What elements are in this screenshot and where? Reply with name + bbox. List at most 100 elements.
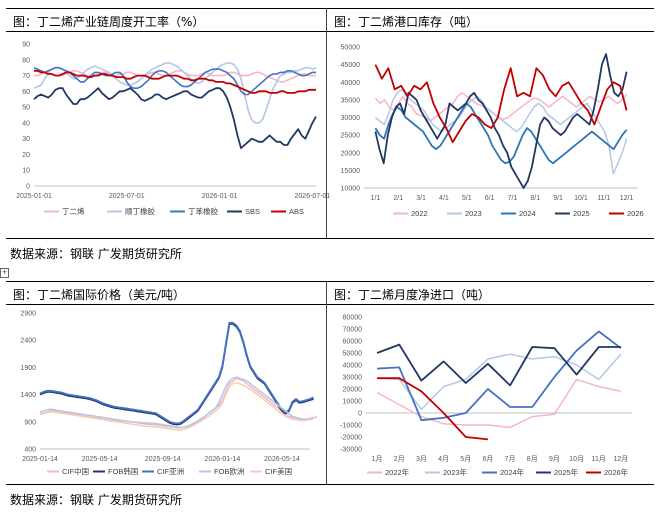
legend-label: FOB韩国	[108, 466, 138, 476]
series-line-2024	[374, 102, 628, 165]
x-tick-label: 3/1	[416, 195, 426, 202]
series-line-sbs	[33, 87, 317, 150]
chart-legend: 丁二烯 顺丁橡胶 丁苯橡胶 SBS ABS	[44, 206, 304, 216]
x-tick-label: 2026-05-14	[264, 456, 300, 463]
y-tick-label: 10000	[343, 399, 363, 406]
y-tick-label: 50000	[341, 45, 361, 52]
row1-bottom	[6, 238, 654, 239]
x-tick-label: 7月	[505, 455, 516, 463]
chart-title-port-inventory: 图：丁二烯港口库存（吨）	[334, 15, 479, 29]
x-tick-label: 4/1	[439, 195, 449, 202]
data-source-note-bottom: 数据来源：钢联 广发期货研究所	[10, 493, 182, 507]
y-tick-label: 80	[22, 57, 30, 64]
x-tick-label: 2025-07-01	[109, 193, 145, 200]
series-line-2023	[377, 353, 622, 411]
x-tick-label: 12/1	[620, 195, 634, 202]
y-tick-label: 35000	[341, 97, 361, 104]
y-tick-label: 25000	[341, 133, 361, 140]
y-tick-label: 15000	[341, 168, 361, 175]
y-tick-label: 80000	[343, 315, 363, 322]
x-tick-label: 3月	[416, 455, 427, 463]
legend-label: 丁苯橡胶	[188, 206, 218, 216]
row2-top	[6, 281, 654, 282]
x-tick-label: 9/1	[553, 195, 563, 202]
y-tick-label: -30000	[340, 447, 362, 454]
legend-label: 丁二烯	[62, 206, 85, 216]
data-source-note-top: 数据来源：钢联 广发期货研究所	[10, 247, 182, 261]
row2-bottom	[6, 484, 654, 485]
x-tick-label: 2026-01-01	[202, 193, 238, 200]
chart-title-utilization: 图：丁二烯产业链周度开工率（%）	[13, 15, 205, 29]
series-line-cif	[39, 381, 314, 431]
y-tick-label: 2400	[20, 338, 36, 345]
y-tick-label: 40	[22, 120, 30, 127]
x-tick-label: 11月	[592, 455, 606, 463]
series-line-abs	[34, 69, 316, 94]
series-line-2024	[377, 330, 622, 422]
top-border	[6, 8, 654, 9]
y-tick-label: 90	[22, 42, 30, 49]
y-tick-label: 20000	[341, 150, 361, 157]
legend-label: CIF中国	[62, 466, 89, 476]
y-tick-label: 0	[358, 411, 362, 418]
legend-label: 2026年	[604, 467, 629, 477]
series-line-2026	[374, 64, 628, 144]
series-line-fob	[39, 376, 314, 429]
y-tick-label: 70	[22, 73, 30, 80]
x-tick-label: 5/1	[462, 195, 472, 202]
y-tick-label: 10000	[341, 186, 361, 193]
chart-title-net-import: 图：丁二烯月度净进口（吨）	[334, 288, 491, 302]
y-tick-label: 400	[24, 447, 36, 454]
x-tick-label: 4月	[438, 455, 449, 463]
x-tick-label: 12月	[614, 455, 629, 463]
y-tick-label: 60000	[343, 339, 363, 346]
column-divider-top	[326, 8, 327, 238]
y-tick-label: 40000	[343, 363, 363, 370]
x-tick-label: 2025-01-01	[16, 193, 52, 200]
y-tick-label: 45000	[341, 62, 361, 69]
series-line-2025	[376, 343, 621, 387]
series-line-cif	[39, 321, 314, 425]
legend-label: 2025年	[554, 467, 579, 477]
x-tick-label: 6月	[482, 455, 493, 463]
series-line-2025	[374, 53, 628, 189]
y-tick-label: 50000	[343, 351, 363, 358]
series-line-2022	[376, 378, 622, 429]
chart-legend: 2022 2023 2024 2025 2026	[393, 209, 644, 218]
y-tick-label: 10	[22, 168, 30, 175]
x-tick-label: 11/1	[597, 195, 610, 202]
column-divider-bottom	[326, 281, 327, 484]
y-tick-label: 20000	[343, 387, 363, 394]
x-tick-label: 6/1	[485, 195, 495, 202]
x-tick-label: 2026-01-14	[204, 456, 240, 463]
series-line-series	[33, 66, 316, 96]
x-tick-label: 2025-05-14	[82, 456, 118, 463]
y-tick-label: 40000	[341, 80, 361, 87]
title-divider-top	[6, 31, 654, 32]
y-tick-label: 1400	[20, 392, 36, 399]
x-tick-label: 8月	[527, 455, 538, 463]
title-divider-bottom	[6, 304, 654, 305]
y-tick-label: 1900	[20, 365, 36, 372]
y-tick-label: 60	[22, 89, 30, 96]
legend-label: 2024年	[500, 467, 525, 477]
y-tick-label: 0	[26, 184, 30, 191]
legend-label: 顺丁橡胶	[125, 206, 155, 216]
legend-label: 2022	[411, 209, 428, 218]
anchor-marker-icon: +	[0, 268, 9, 278]
legend-label: 2026	[627, 209, 644, 218]
x-tick-label: 1/1	[371, 195, 381, 202]
y-tick-label: 30000	[343, 375, 363, 382]
legend-label: SBS	[245, 207, 260, 216]
y-tick-label: -20000	[340, 435, 362, 442]
legend-label: 2023年	[443, 467, 468, 477]
legend-label: CIF亚洲	[157, 467, 184, 476]
y-tick-label: 70000	[343, 327, 363, 334]
series-line-2023	[374, 88, 628, 175]
x-tick-label: 10月	[569, 455, 584, 463]
y-tick-label: 50	[22, 105, 30, 112]
y-tick-label: 2900	[20, 311, 36, 318]
